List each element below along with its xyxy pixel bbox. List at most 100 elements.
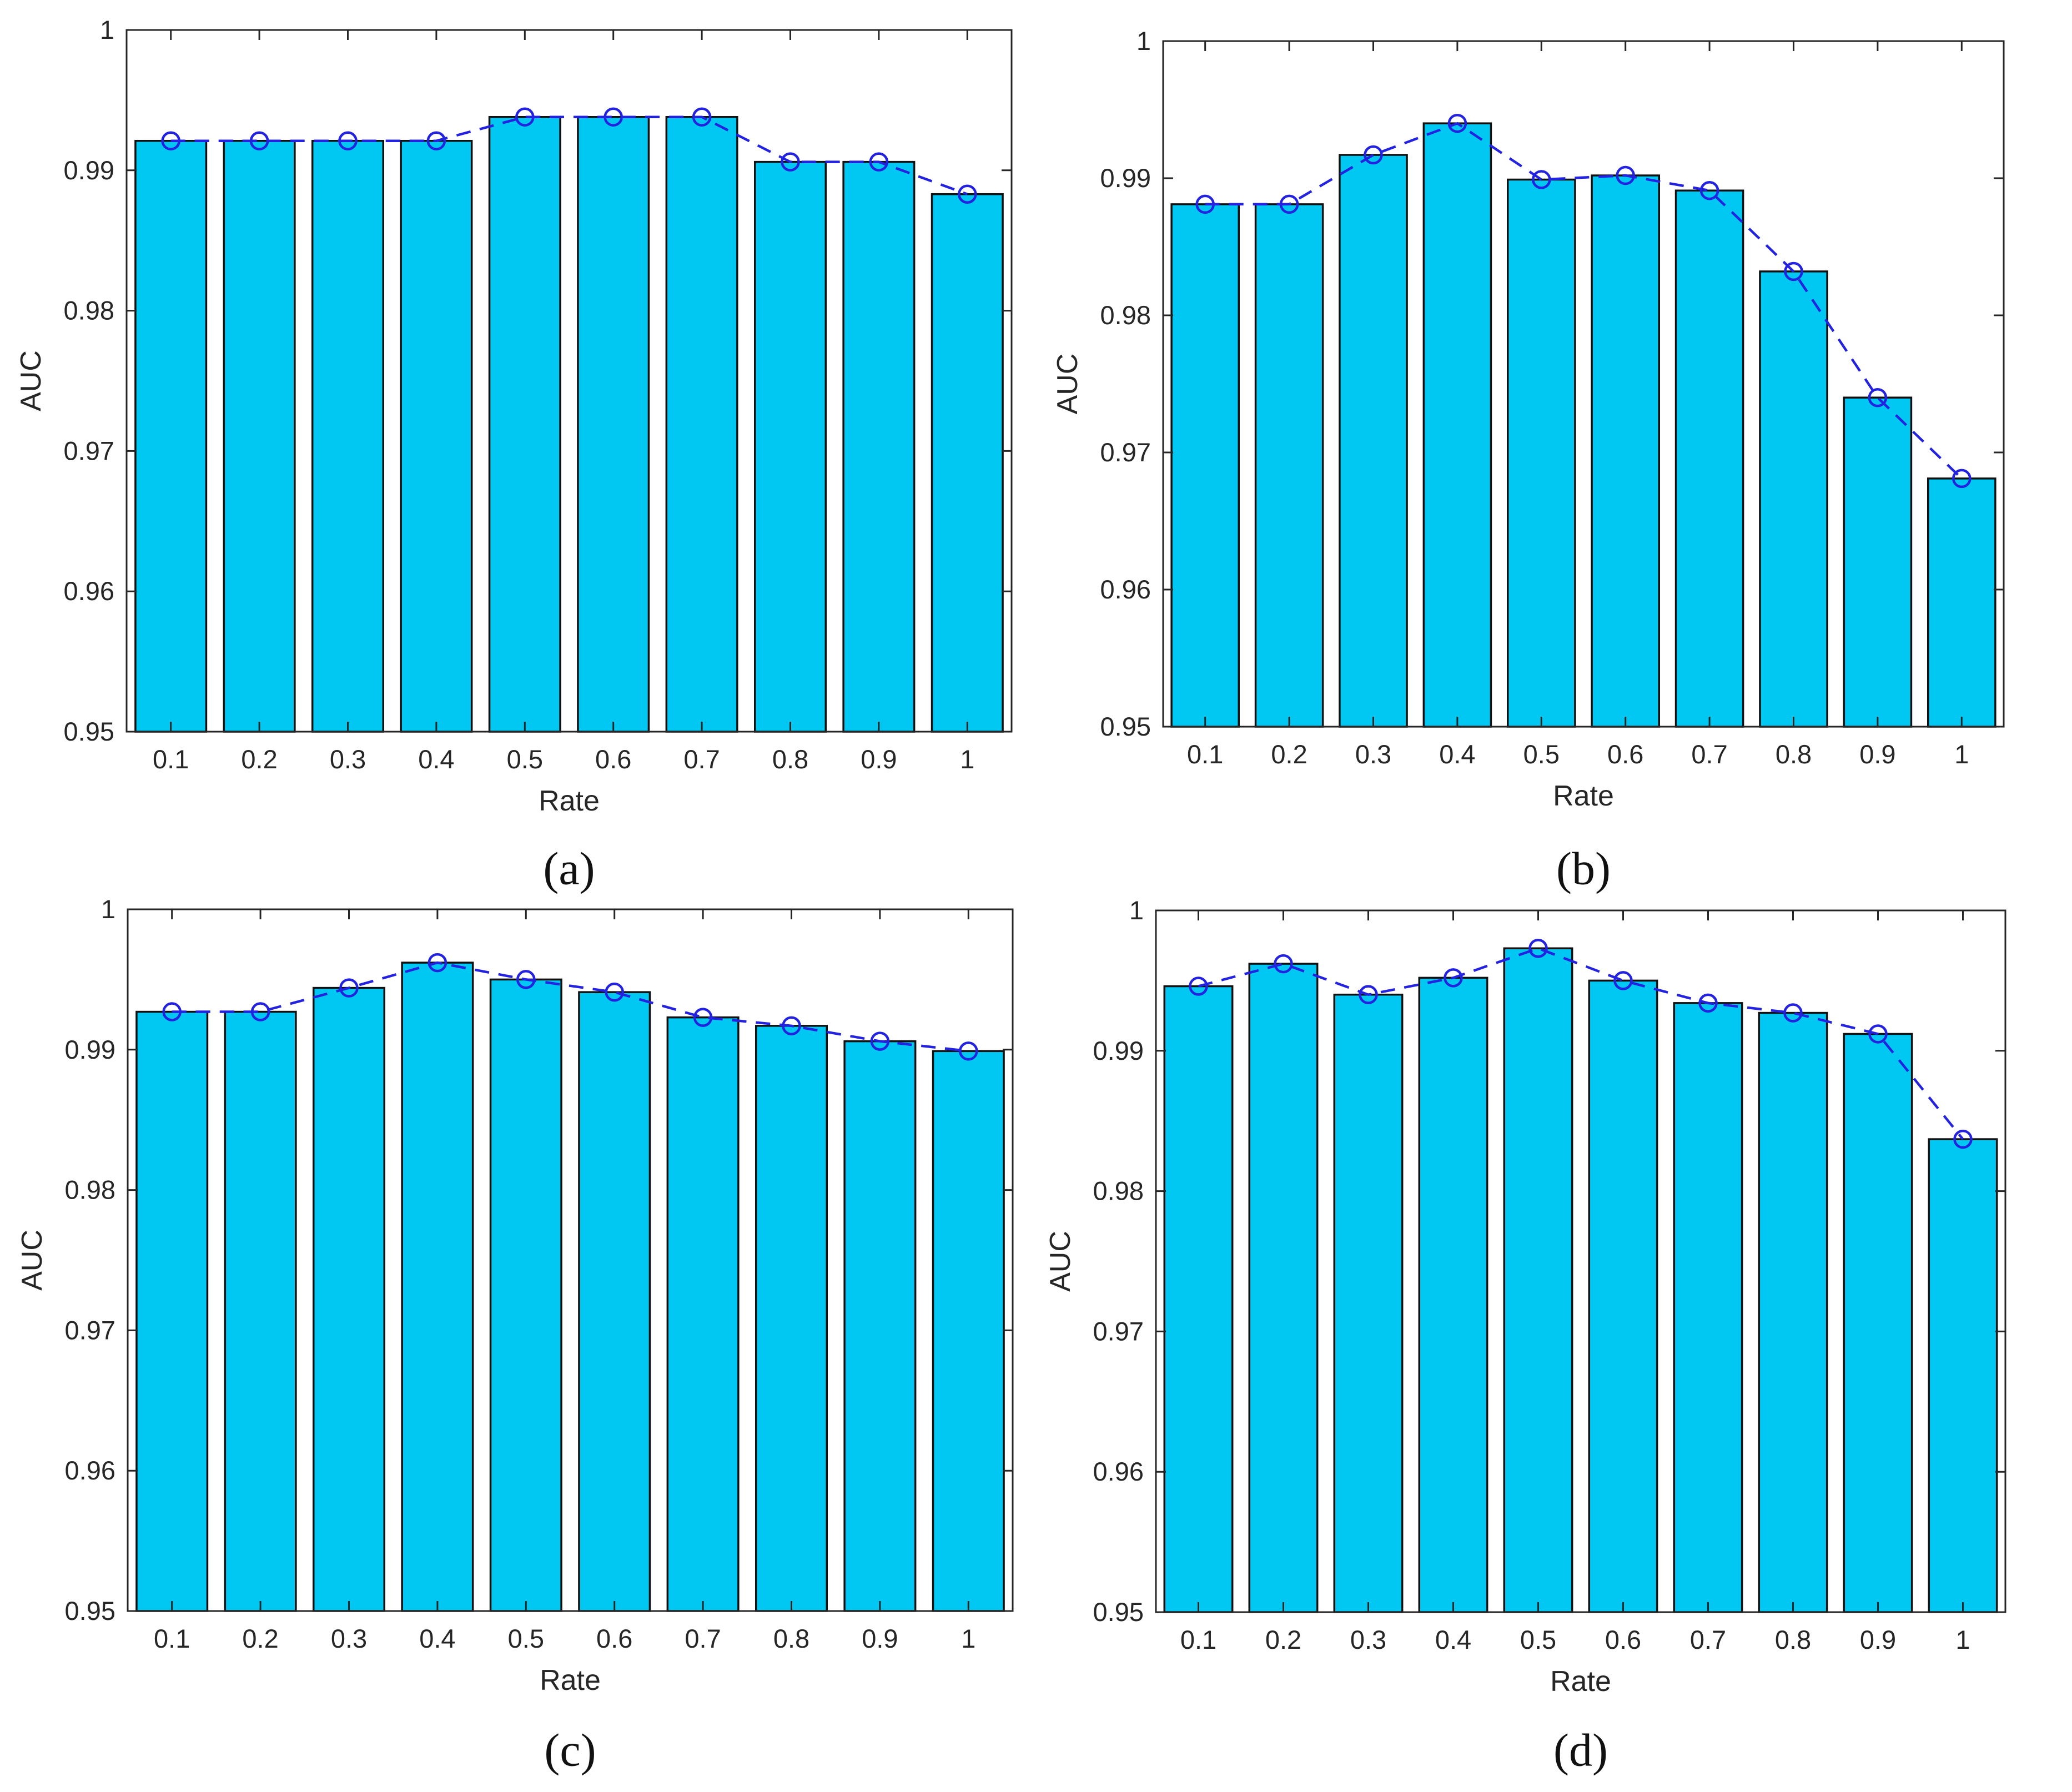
bar (932, 1050, 1005, 1612)
x-tick-label: 0.5 (508, 1624, 544, 1653)
bar (666, 1016, 740, 1612)
data-marker (692, 107, 712, 127)
x-tick-label: 0.2 (1271, 739, 1307, 769)
x-axis-title: Rate (540, 1664, 601, 1697)
y-tick-label: 1 (101, 896, 115, 924)
data-marker (1274, 954, 1293, 974)
x-tick-label: 0.5 (1520, 1625, 1556, 1654)
chart-cell-a: 1 0.99 0.98 0.97 0.96 0.95 0.1 0.2 0.3 0.4 0.5 0.6 0… (0, 0, 1036, 896)
bar (401, 962, 474, 1612)
data-marker (1532, 170, 1551, 189)
axis-box (1162, 40, 2005, 728)
chart-d: 1 0.99 0.98 0.97 0.96 0.95 0.1 0.2 0.3 0.4 0.5 0.6 0… (1044, 896, 2006, 1698)
x-tick-label: 0.9 (861, 744, 897, 774)
x-tick-label: 1 (961, 1624, 975, 1653)
x-tick-label: 0.2 (1265, 1625, 1301, 1654)
bar (1422, 122, 1492, 728)
y-axis-title: AUC (1052, 354, 1084, 415)
trend-line (1198, 947, 1964, 1140)
bar (488, 115, 561, 733)
y-tick-label: 0.99 (1100, 163, 1151, 193)
bar (1674, 189, 1744, 728)
tick-labels: 1 0.99 0.98 0.97 0.96 0.95 0.1 0.2 0.3 0.4 0.5 0.6 0… (1100, 26, 1969, 769)
bar (1928, 1138, 1998, 1613)
x-tick-label: 0.8 (772, 744, 808, 774)
data-marker (250, 1002, 270, 1021)
data-marker (693, 1008, 713, 1027)
data-marker (1528, 939, 1548, 958)
y-tick-label: 0.98 (64, 296, 114, 325)
y-tick-label: 0.96 (1093, 1457, 1144, 1486)
data-marker (162, 1002, 182, 1021)
data-marker (1613, 971, 1633, 990)
x-tick-label: 0.3 (1350, 1625, 1386, 1654)
y-tick-label: 0.97 (1100, 437, 1151, 467)
x-tick-label: 0.9 (1859, 739, 1895, 769)
data-marker (1195, 194, 1215, 214)
x-tick-label: 0.9 (862, 1624, 898, 1653)
data-marker (1868, 1024, 1888, 1044)
data-marker (249, 131, 269, 150)
y-tick-label: 0.96 (64, 576, 114, 606)
bar (1591, 174, 1661, 728)
x-tick-label: 0.2 (241, 744, 277, 774)
x-tick-label: 0.3 (330, 744, 366, 774)
y-tick-label: 0.99 (64, 155, 114, 185)
bar (1927, 477, 1996, 728)
x-tick-label: 0.1 (153, 744, 189, 774)
x-tick-label: 1 (1955, 1625, 1970, 1654)
data-marker (161, 131, 180, 150)
y-axis-title: AUC (15, 350, 47, 411)
x-tick-label: 0.6 (1605, 1625, 1641, 1654)
data-marker (1447, 113, 1467, 133)
x-tick-label: 0.6 (1607, 739, 1643, 769)
x-tick-label: 0.4 (419, 1624, 455, 1653)
bar (1339, 154, 1408, 728)
y-tick-label: 1 (1136, 26, 1151, 56)
x-tick-label: 0.1 (154, 1624, 190, 1653)
x-tick-label: 0.7 (683, 744, 720, 774)
subplot-caption-b: (b) (1556, 843, 1611, 895)
x-tick-label: 0.7 (1691, 739, 1727, 769)
y-axis-title: AUC (1044, 1231, 1077, 1292)
x-tick-label: 1 (960, 744, 974, 774)
y-tick-label: 0.95 (1100, 712, 1151, 741)
x-tick-label: 0.4 (418, 744, 454, 774)
x-tick-label: 0.1 (1180, 1625, 1216, 1654)
trend-line (1205, 122, 1963, 480)
x-tick-label: 0.9 (1860, 1625, 1896, 1654)
axis-box (125, 29, 1013, 733)
x-tick-label: 0.5 (1523, 739, 1560, 769)
y-tick-label: 0.98 (65, 1175, 115, 1205)
bar (134, 139, 208, 733)
tick-labels: 1 0.99 0.98 0.97 0.96 0.95 0.1 0.2 0.3 0.4 0.5 0.6 0… (1093, 896, 1970, 1654)
data-marker (1784, 261, 1803, 281)
y-tick-label: 0.97 (64, 436, 114, 465)
bar (1843, 1033, 1913, 1613)
x-tick-label: 0.6 (595, 744, 631, 774)
data-marker (870, 1031, 890, 1051)
data-marker (604, 107, 623, 127)
x-tick-label: 0.8 (773, 1624, 809, 1653)
data-marker (1952, 469, 1972, 489)
bar (1503, 947, 1573, 1613)
bar (753, 160, 827, 733)
bar (1758, 1011, 1828, 1613)
bar (1163, 985, 1234, 1613)
data-marker (1616, 165, 1635, 185)
data-marker (515, 107, 535, 127)
bar (1588, 979, 1658, 1613)
bar (135, 1010, 209, 1612)
bar (1759, 270, 1828, 728)
y-tick-label: 0.98 (1093, 1176, 1144, 1206)
data-marker (428, 953, 447, 973)
data-marker (1953, 1129, 1973, 1149)
y-axis-title: AUC (16, 1230, 48, 1291)
bar (489, 978, 562, 1612)
bar (1333, 993, 1404, 1613)
y-tick-label: 0.96 (65, 1456, 115, 1485)
bar (843, 1040, 917, 1612)
bar (577, 115, 650, 733)
chart-cell-c: 1 0.99 0.98 0.97 0.96 0.95 0.1 0.2 0.3 0.4 0.5 0.6 0… (0, 896, 1036, 1792)
x-tick-label: 0.1 (1187, 739, 1223, 769)
